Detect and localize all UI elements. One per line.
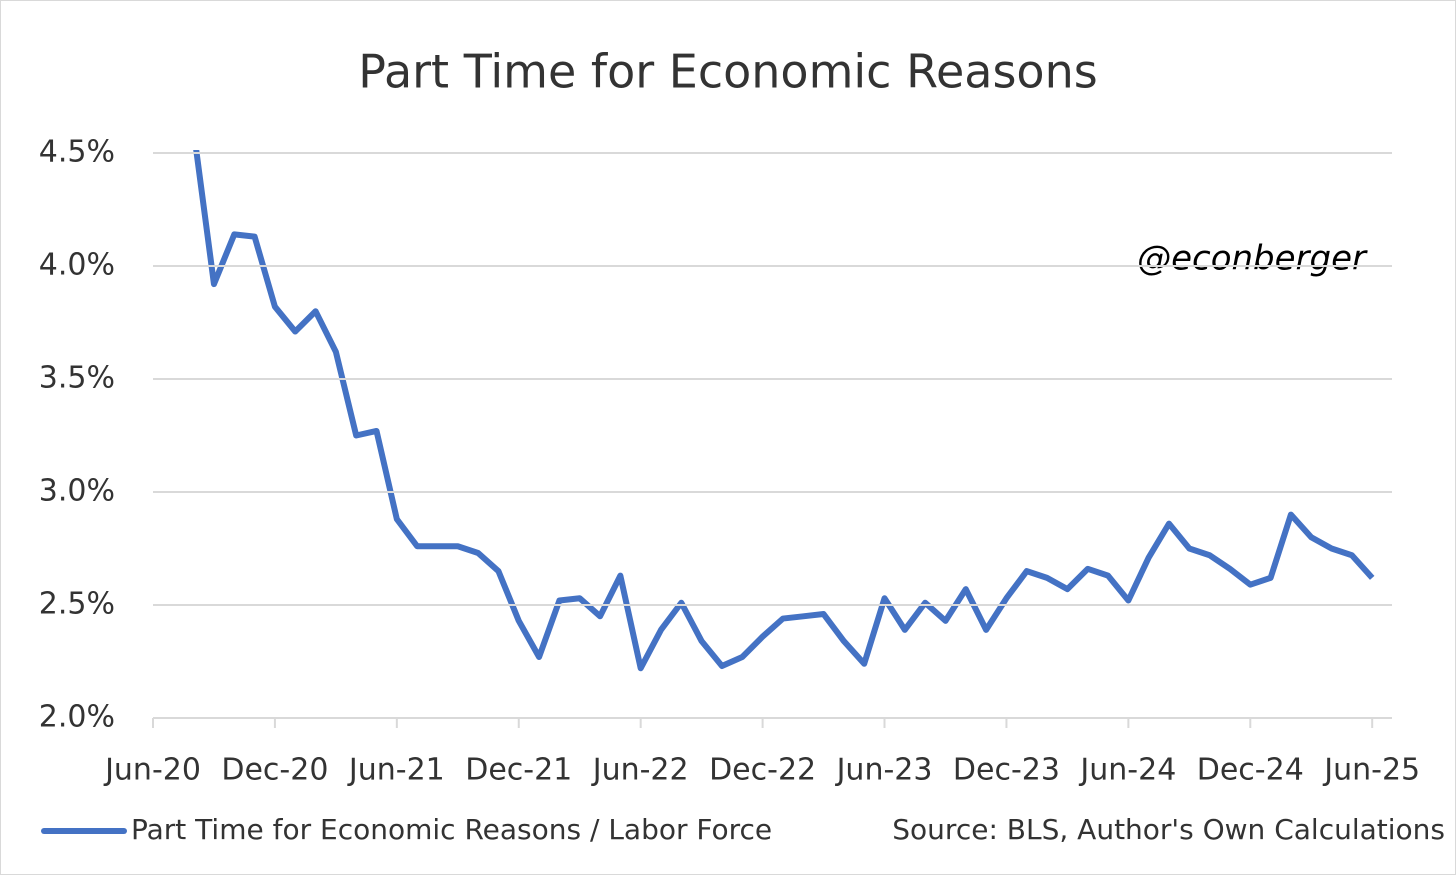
source-note: Source: BLS, Author's Own Calculations: [892, 813, 1445, 846]
plot-area: [193, 150, 1375, 672]
x-tick-label: Jun-24: [1078, 753, 1176, 788]
x-tick-label: Jun-25: [1322, 753, 1420, 788]
x-tick-label: Jun-22: [591, 753, 689, 788]
x-tick-label: Jun-20: [103, 753, 201, 788]
data-line: [193, 150, 1375, 672]
x-tick-label: Dec-24: [1197, 753, 1304, 788]
x-tick-label: Dec-20: [221, 753, 328, 788]
watermark: @econberger: [1137, 239, 1368, 279]
legend-label: Part Time for Economic Reasons / Labor F…: [131, 813, 772, 846]
y-tick-label: 4.5%: [39, 135, 115, 170]
y-tick-label: 4.0%: [39, 248, 115, 283]
y-tick-label: 2.5%: [39, 587, 115, 622]
y-tick-label: 3.5%: [39, 361, 115, 396]
x-tick-label: Dec-21: [465, 753, 572, 788]
x-tick-label: Dec-22: [709, 753, 816, 788]
x-tick-label: Dec-23: [953, 753, 1060, 788]
x-tick-label: Jun-23: [835, 753, 933, 788]
chart-title: Part Time for Economic Reasons: [358, 45, 1097, 99]
y-tick-label: 2.0%: [39, 700, 115, 735]
y-tick-label: 3.0%: [39, 474, 115, 509]
x-tick-label: Jun-21: [347, 753, 445, 788]
